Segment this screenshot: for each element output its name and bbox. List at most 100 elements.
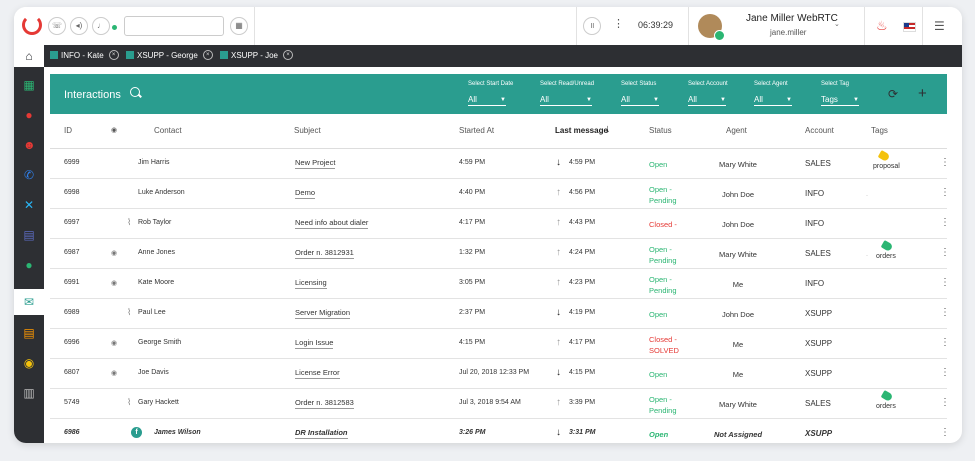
row-id: 6997 bbox=[64, 219, 80, 226]
us-flag-icon[interactable] bbox=[903, 22, 916, 32]
filter-start-date[interactable]: Select Start Date All ▼ bbox=[468, 81, 513, 106]
eye-icon[interactable]: ◉ bbox=[111, 127, 118, 134]
sidebar-item-interactions[interactable]: ✉ bbox=[14, 289, 44, 315]
close-icon[interactable]: × bbox=[282, 50, 293, 60]
contacts-icon[interactable]: ● bbox=[25, 108, 33, 122]
row-contact[interactable]: Paul Lee bbox=[138, 309, 166, 316]
row-contact[interactable]: Anne Jones bbox=[138, 249, 175, 256]
row-subject[interactable]: License Error bbox=[295, 368, 340, 379]
filter-value[interactable]: All bbox=[688, 95, 726, 106]
column-id[interactable]: ID bbox=[64, 126, 72, 135]
row-subject[interactable]: Licensing bbox=[295, 278, 327, 289]
hamburger-menu-icon[interactable]: ☰ bbox=[934, 19, 945, 33]
stats-icon[interactable]: ◉ bbox=[23, 356, 35, 370]
filter-value[interactable]: Tags bbox=[821, 95, 859, 106]
dialpad-icon[interactable]: ▦ bbox=[230, 17, 248, 35]
volume-icon[interactable]: ◂) bbox=[70, 17, 88, 35]
call-transfer-icon[interactable]: ✕ bbox=[23, 198, 35, 212]
filter-value[interactable]: All bbox=[540, 95, 592, 106]
column-account[interactable]: Account bbox=[805, 126, 834, 135]
row-actions-icon[interactable]: ⋮ bbox=[940, 247, 950, 258]
phone-settings-icon[interactable]: ☏ bbox=[48, 17, 66, 35]
row-actions-icon[interactable]: ⋮ bbox=[940, 367, 950, 378]
table-row[interactable]: 5749 ⌇ Gary Hackett Order n. 3812583 Jul… bbox=[50, 388, 950, 419]
row-actions-icon[interactable]: ⋮ bbox=[940, 427, 950, 438]
row-actions-icon[interactable]: ⋮ bbox=[940, 187, 950, 198]
table-row[interactable]: 6987 ◉ Anne Jones Order n. 3812931 1:32 … bbox=[50, 238, 950, 269]
tab-xsupp-george[interactable]: XSUPP - George × bbox=[126, 50, 213, 60]
table-row[interactable]: 6991 ◉ Kate Moore Licensing 3:05 PM ↑ 4:… bbox=[50, 268, 950, 299]
row-contact[interactable]: Kate Moore bbox=[138, 279, 175, 286]
row-contact[interactable]: Luke Anderson bbox=[138, 189, 185, 196]
row-subject[interactable]: New Project bbox=[295, 158, 336, 169]
row-subject[interactable]: Order n. 3812931 bbox=[295, 248, 354, 259]
user-name[interactable]: Jane Miller WebRTC bbox=[746, 13, 838, 24]
refresh-icon[interactable]: ⟳ bbox=[888, 87, 899, 101]
reports-icon[interactable]: ▤ bbox=[23, 228, 35, 242]
filter-status[interactable]: Select Status All ▼ bbox=[621, 81, 659, 106]
table-row[interactable]: 6989 ⌇ Paul Lee Server Migration 2:37 PM… bbox=[50, 298, 950, 329]
team-icon[interactable]: ☻ bbox=[23, 138, 36, 152]
row-agent: Me bbox=[732, 340, 744, 349]
table-row[interactable]: 6997 ⌇ Rob Taylor Need info about dialer… bbox=[50, 208, 950, 239]
filter-value[interactable]: All bbox=[754, 95, 792, 106]
row-account: SALES bbox=[805, 399, 831, 408]
phone-icon[interactable]: ✆ bbox=[23, 168, 35, 182]
notes-icon[interactable]: ▥ bbox=[23, 386, 35, 400]
column-contact[interactable]: Contact bbox=[154, 126, 182, 135]
row-subject[interactable]: Order n. 3812583 bbox=[295, 398, 354, 409]
caret-down-icon: ▼ bbox=[720, 97, 726, 103]
filter-account[interactable]: Select Account All ▼ bbox=[688, 81, 728, 106]
filter-value[interactable]: All bbox=[621, 95, 659, 106]
row-subject[interactable]: Demo bbox=[295, 188, 316, 199]
row-actions-icon[interactable]: ⋮ bbox=[940, 157, 950, 168]
row-contact[interactable]: Jim Harris bbox=[138, 159, 170, 166]
row-contact[interactable]: Rob Taylor bbox=[138, 219, 172, 226]
pause-icon[interactable]: ॥ bbox=[583, 17, 601, 35]
row-contact[interactable]: Joe Davis bbox=[138, 369, 169, 376]
row-actions-icon[interactable]: ⋮ bbox=[940, 307, 950, 318]
row-actions-icon[interactable]: ⋮ bbox=[940, 217, 950, 228]
column-status[interactable]: Status bbox=[649, 126, 672, 135]
row-contact[interactable]: George Smith bbox=[138, 339, 182, 346]
microphone-icon[interactable]: ♩ bbox=[92, 17, 110, 35]
row-actions-icon[interactable]: ⋮ bbox=[940, 277, 950, 288]
dashboard-icon[interactable]: ▦ bbox=[23, 78, 35, 92]
tab-info-kate[interactable]: INFO - Kate × bbox=[50, 50, 119, 60]
table-row[interactable]: 6807 ◉ Joe Davis License Error Jul 20, 2… bbox=[50, 358, 950, 389]
search-icon[interactable] bbox=[130, 87, 140, 97]
column-last-message[interactable]: Last message bbox=[555, 126, 608, 135]
row-subject[interactable]: DR Installation bbox=[295, 428, 348, 439]
row-contact[interactable]: James Wilson bbox=[154, 429, 201, 436]
filter-agent[interactable]: Select Agent All ▼ bbox=[754, 81, 792, 106]
close-icon[interactable]: × bbox=[108, 50, 119, 60]
filter-read-unread[interactable]: Select Read/Unread All ▼ bbox=[540, 81, 594, 106]
sidebar-item-home[interactable]: ⌂ bbox=[14, 45, 45, 67]
table-row[interactable]: 6999 Jim Harris New Project 4:59 PM ↓ 4:… bbox=[50, 148, 950, 179]
tab-xsupp-joe[interactable]: XSUPP - Joe × bbox=[220, 50, 293, 60]
table-row[interactable]: 6998 Luke Anderson Demo 4:40 PM ↑ 4:56 P… bbox=[50, 178, 950, 209]
table-row[interactable]: 6986 f James Wilson DR Installation 3:26… bbox=[50, 418, 950, 443]
row-actions-icon[interactable]: ⋮ bbox=[940, 397, 950, 408]
chevron-down-icon[interactable]: ⌄ bbox=[834, 21, 840, 28]
column-subject[interactable]: Subject bbox=[294, 126, 321, 135]
dial-input[interactable] bbox=[124, 16, 224, 36]
row-subject[interactable]: Need info about dialer bbox=[295, 218, 369, 229]
row-contact[interactable]: Gary Hackett bbox=[138, 399, 179, 406]
column-tags[interactable]: Tags bbox=[871, 126, 888, 135]
more-options-icon[interactable]: ⋮ bbox=[613, 18, 624, 30]
column-started-at[interactable]: Started At bbox=[459, 126, 495, 135]
sort-arrow-down-icon[interactable]: ↓ bbox=[605, 123, 611, 135]
chat-icon[interactable]: ● bbox=[25, 258, 33, 272]
close-icon[interactable]: × bbox=[202, 50, 213, 60]
add-icon[interactable]: + bbox=[918, 85, 927, 102]
column-agent[interactable]: Agent bbox=[726, 126, 747, 135]
fire-icon[interactable]: ♨ bbox=[876, 18, 888, 33]
table-row[interactable]: 6996 ◉ George Smith Login Issue 4:15 PM … bbox=[50, 328, 950, 359]
row-actions-icon[interactable]: ⋮ bbox=[940, 337, 950, 348]
row-subject[interactable]: Login Issue bbox=[295, 338, 334, 349]
filter-tag[interactable]: Select Tag Tags ▼ bbox=[821, 81, 859, 106]
row-subject[interactable]: Server Migration bbox=[295, 308, 351, 319]
filter-value[interactable]: All bbox=[468, 95, 506, 106]
messages-icon[interactable]: ▤ bbox=[23, 326, 35, 340]
